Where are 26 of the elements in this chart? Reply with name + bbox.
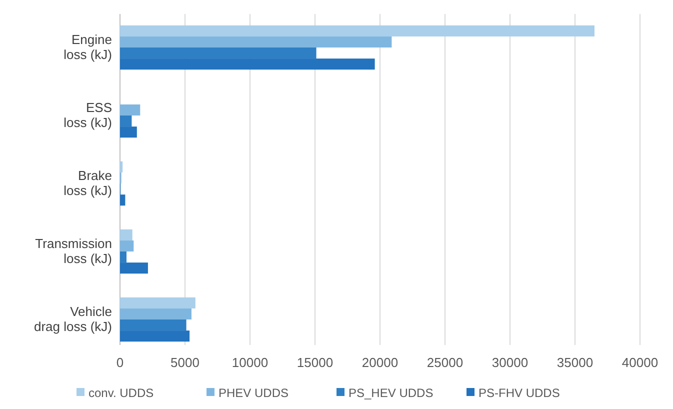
x-tick-label: 20000: [362, 355, 398, 370]
x-tick-label: 10000: [232, 355, 268, 370]
x-tick-label: 0: [116, 355, 124, 370]
bar: [120, 104, 140, 116]
x-tick-label: 30000: [492, 355, 528, 370]
legend-label: PHEV UDDS: [218, 386, 289, 400]
bar: [120, 297, 196, 308]
x-tick-label: 40000: [622, 355, 658, 370]
y-tick-label: ESS loss (kJ): [64, 100, 112, 130]
bar: [120, 240, 134, 252]
bar: [120, 25, 594, 36]
x-tick-label: 25000: [426, 355, 464, 370]
x-tick-label: 35000: [556, 355, 594, 370]
y-tick-label: Transmission loss (kJ): [35, 236, 112, 266]
y-tick-label: Engine loss (kJ): [64, 32, 112, 62]
bar: [120, 308, 192, 320]
x-tick-label: 15000: [296, 355, 334, 370]
bar: [120, 36, 392, 48]
legend-label: conv. UDDS: [88, 386, 154, 400]
x-tick-label: 5000: [170, 355, 200, 370]
bar: [120, 161, 123, 172]
y-tick-label: Brake loss (kJ): [64, 168, 112, 198]
y-tick-label: Vehicle drag loss (kJ): [34, 304, 112, 334]
legend-label: PS_HEV UDDS: [348, 386, 434, 400]
bar: [120, 229, 132, 240]
legend-label: PS-FHV UDDS: [478, 386, 560, 400]
